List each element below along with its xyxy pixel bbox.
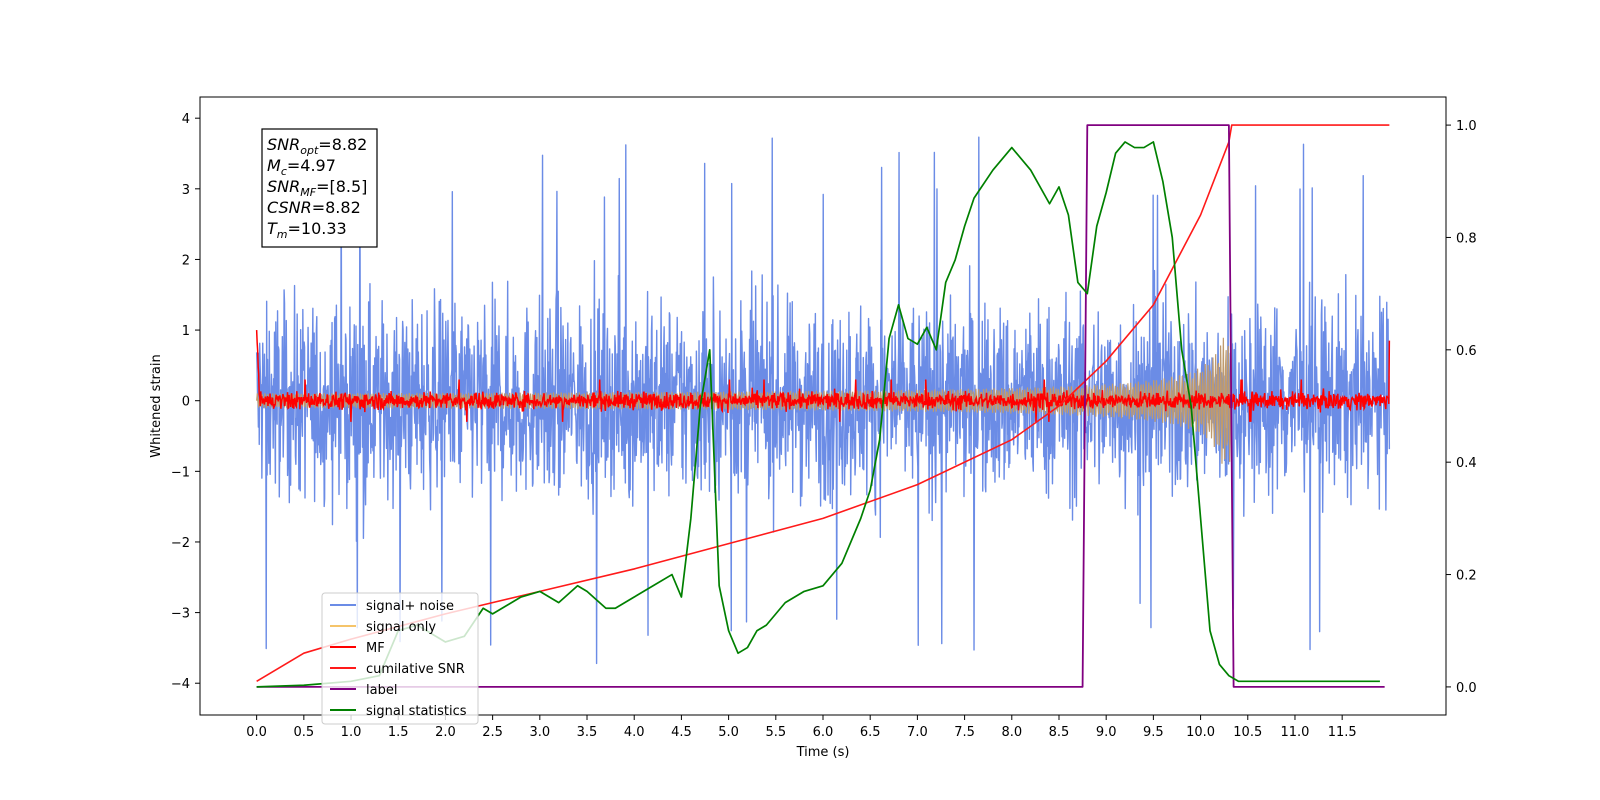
annotation-line: Tm=10.33 xyxy=(267,219,347,241)
x-tick-label: 4.0 xyxy=(624,725,645,740)
legend-frame xyxy=(321,592,479,725)
y-right-tick-label: 0.4 xyxy=(1456,456,1477,471)
annotation-subscript: m xyxy=(277,228,288,241)
y-left-tick-label: −1 xyxy=(171,465,190,480)
x-tick-label: 5.0 xyxy=(718,725,739,740)
x-tick-label: 10.5 xyxy=(1233,725,1262,740)
x-tick-label: 9.0 xyxy=(1096,725,1117,740)
y-right-tick-label: 0.8 xyxy=(1456,231,1477,246)
annotation-box: SNRopt=8.82Mc=4.97SNRMF=[8.5]CSNR=8.82Tm… xyxy=(261,128,378,248)
y-left-tick-label: 3 xyxy=(182,183,190,198)
x-tick-label: 10.0 xyxy=(1186,725,1215,740)
y-right-tick-label: 0.0 xyxy=(1456,681,1477,696)
x-tick-label: 0.5 xyxy=(293,725,314,740)
legend-label: label xyxy=(366,683,397,698)
annotation-line: Mc=4.97 xyxy=(267,156,336,178)
y-axis-label: Whitened strain xyxy=(149,354,164,457)
legend-label: MF xyxy=(366,641,385,656)
y-left-tick-label: −4 xyxy=(171,677,190,692)
series-signal-noise xyxy=(255,133,1391,665)
annotation-value: =10.33 xyxy=(288,219,347,238)
annotation-subscript: MF xyxy=(300,186,316,199)
legend: signal+ noise signal only MF cumilative SNR… xyxy=(321,592,479,725)
x-tick-label: 2.5 xyxy=(482,725,503,740)
series-label xyxy=(256,124,1385,688)
y-left-tick-label: 4 xyxy=(182,112,190,127)
x-tick-label: 6.0 xyxy=(813,725,834,740)
annotation-line: SNRopt=8.82 xyxy=(267,135,367,157)
y-left-tick-label: −3 xyxy=(171,607,190,622)
annotation-value: =8.82 xyxy=(318,135,367,154)
annotation-symbol: CSNR xyxy=(267,198,312,217)
annotation-line: SNRMF=[8.5] xyxy=(267,177,367,199)
annotation-line: CSNR=8.82 xyxy=(267,198,361,217)
x-tick-label: 8.0 xyxy=(1001,725,1022,740)
annotation-value: =[8.5] xyxy=(316,177,367,196)
annotation-symbol: T xyxy=(267,219,278,238)
series-signal-statistics xyxy=(256,141,1380,688)
x-tick-label: 1.0 xyxy=(341,725,362,740)
annotation-frame xyxy=(261,128,378,248)
x-tick-label: 3.5 xyxy=(577,725,598,740)
legend-label: signal+ noise xyxy=(366,599,454,614)
x-tick-label: 7.0 xyxy=(907,725,928,740)
y-left-tick-label: 1 xyxy=(182,324,190,339)
annotation-value: =8.82 xyxy=(312,198,361,217)
x-axis-label: Time (s) xyxy=(796,745,850,760)
x-tick-label: 5.5 xyxy=(765,725,786,740)
x-tick-label: 11.5 xyxy=(1328,725,1357,740)
y-left-tick-label: 0 xyxy=(182,395,190,410)
axes: 0.0 0.5 1.0 1.5 2.0 2.5 3.0 3.5 4.0 4.5 5.0 5.5 6.0 6… xyxy=(171,112,1477,740)
y-right-tick-label: 0.6 xyxy=(1456,344,1477,359)
legend-label: signal statistics xyxy=(366,704,467,719)
x-tick-label: 4.5 xyxy=(671,725,692,740)
annotation-symbol: SNR xyxy=(267,135,300,154)
x-tick-label: 3.0 xyxy=(529,725,550,740)
annotation-symbol: M xyxy=(267,156,281,175)
x-tick-label: 2.0 xyxy=(435,725,456,740)
y-left-tick-label: 2 xyxy=(182,253,190,268)
y-right-tick-label: 0.2 xyxy=(1456,569,1477,584)
annotation-subscript: opt xyxy=(300,144,319,157)
x-tick-label: 11.0 xyxy=(1280,725,1309,740)
x-tick-label: 9.5 xyxy=(1143,725,1164,740)
x-tick-label: 6.5 xyxy=(860,725,881,740)
y-right-tick-label: 1.0 xyxy=(1456,119,1477,134)
legend-label: signal only xyxy=(366,620,436,635)
legend-label: cumilative SNR xyxy=(366,662,465,677)
annotation-subscript: c xyxy=(281,165,287,178)
x-tick-label: 7.5 xyxy=(954,725,975,740)
annotation-value: =4.97 xyxy=(287,156,336,175)
series-mf xyxy=(255,330,1391,422)
annotation-symbol: SNR xyxy=(267,177,300,196)
x-tick-label: 1.5 xyxy=(388,725,409,740)
x-tick-label: 0.0 xyxy=(246,725,267,740)
y-left-tick-label: −2 xyxy=(171,536,190,551)
x-tick-label: 8.5 xyxy=(1049,725,1070,740)
